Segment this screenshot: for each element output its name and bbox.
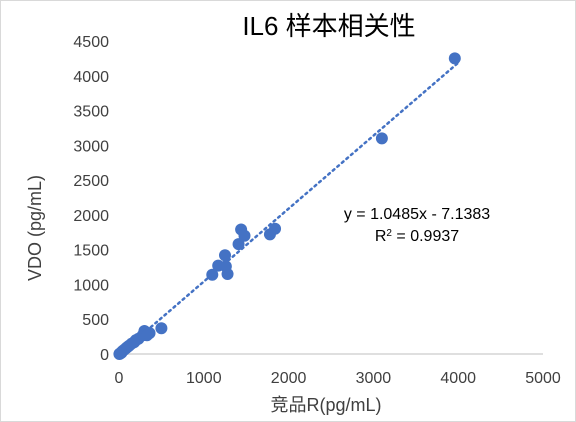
y-tick-label: 4500 bbox=[73, 34, 109, 51]
x-tick-label: 1000 bbox=[186, 370, 222, 387]
r-squared-value: = 0.9937 bbox=[392, 228, 459, 245]
data-point bbox=[219, 249, 231, 262]
r-squared-prefix: R bbox=[375, 228, 387, 245]
trendline-equation: y = 1.0485x - 7.1383 bbox=[344, 206, 490, 223]
y-tick-label: 500 bbox=[82, 312, 109, 329]
data-point bbox=[375, 132, 388, 145]
y-tick-label: 2500 bbox=[73, 173, 109, 190]
data-point bbox=[238, 229, 251, 242]
y-axis-title: VDO (pg/mL) bbox=[25, 175, 45, 281]
data-point bbox=[155, 322, 168, 335]
data-point bbox=[221, 268, 234, 281]
data-point bbox=[113, 348, 126, 360]
data-point bbox=[206, 268, 219, 281]
x-tick-label: 4000 bbox=[440, 370, 476, 387]
y-axis-ticks: 0 500 1000 1500 2000 2500 3000 3500 4000 4500 bbox=[73, 34, 109, 364]
data-point bbox=[232, 238, 245, 251]
y-tick-label: 1500 bbox=[73, 243, 109, 260]
y-tick-label: 0 bbox=[100, 347, 109, 364]
chart-title: IL6 样本相关性 bbox=[242, 11, 415, 41]
data-point bbox=[448, 52, 461, 65]
y-tick-label: 1000 bbox=[73, 277, 109, 294]
y-tick-label: 4000 bbox=[73, 69, 109, 86]
x-tick-label: 0 bbox=[115, 370, 124, 387]
x-tick-label: 5000 bbox=[525, 370, 561, 387]
data-point bbox=[263, 228, 276, 241]
x-tick-label: 2000 bbox=[271, 370, 307, 387]
r-squared-exponent: 2 bbox=[386, 228, 392, 239]
y-tick-label: 2000 bbox=[73, 208, 109, 225]
trendline bbox=[117, 61, 460, 356]
data-points bbox=[113, 52, 461, 360]
y-tick-label: 3000 bbox=[73, 138, 109, 155]
y-tick-label: 3500 bbox=[73, 104, 109, 121]
r-squared-label: R2 = 0.9937 bbox=[375, 228, 459, 246]
x-axis-title: 竞品R(pg/mL) bbox=[270, 395, 381, 415]
x-axis-ticks: 0 1000 2000 3000 4000 5000 bbox=[115, 370, 561, 387]
x-tick-label: 3000 bbox=[356, 370, 392, 387]
